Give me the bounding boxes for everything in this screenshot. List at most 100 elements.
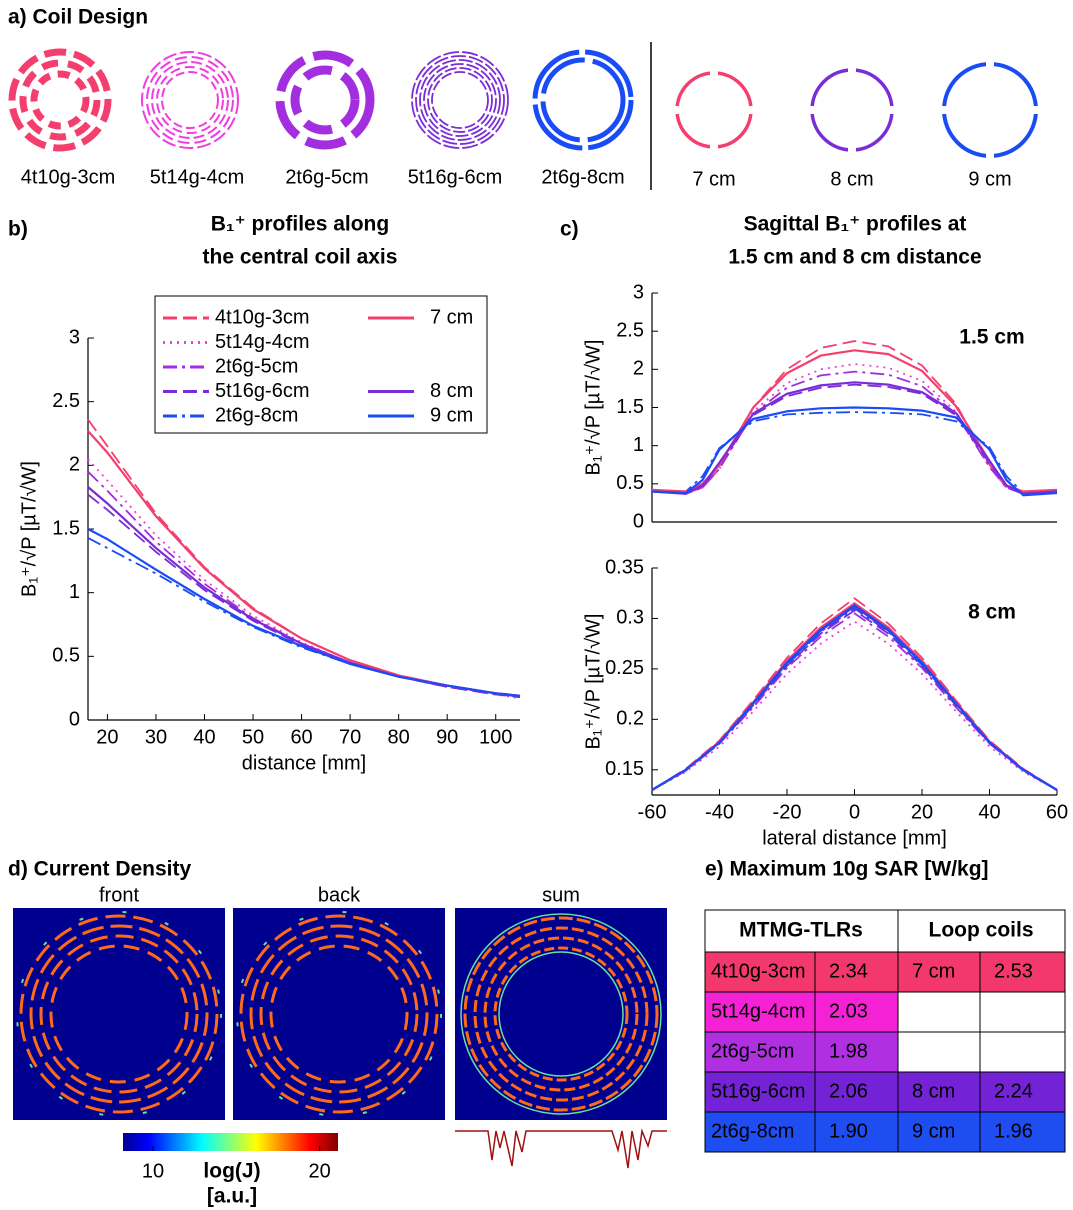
table-header: MTMG-TLRs bbox=[739, 919, 863, 942]
table-header: Loop coils bbox=[929, 919, 1034, 942]
table-cell-text: 9 cm bbox=[912, 1120, 955, 1142]
series-line bbox=[651, 604, 1058, 791]
coil-label: 5t14g-4cm bbox=[150, 166, 245, 188]
view-label: sum bbox=[542, 884, 580, 906]
y-tick-label: 0.35 bbox=[605, 556, 644, 578]
colorbar-tick-label: 20 bbox=[309, 1160, 331, 1182]
x-tick-label: 60 bbox=[1046, 801, 1068, 823]
series-line bbox=[651, 363, 1058, 495]
x-tick-label: 70 bbox=[339, 726, 361, 748]
series-line bbox=[87, 418, 521, 697]
x-tick-label: 20 bbox=[96, 726, 118, 748]
table-cell-text: 4t10g-3cm bbox=[711, 960, 806, 982]
loop-label: 7 cm bbox=[692, 168, 735, 190]
x-tick-label: -40 bbox=[705, 801, 734, 823]
chart-title: 1.5 cm and 8 cm distance bbox=[728, 246, 981, 269]
series-line bbox=[652, 411, 1058, 494]
legend-label: 5t14g-4cm bbox=[215, 331, 310, 353]
view-label: back bbox=[318, 884, 361, 906]
loop-label: 9 cm bbox=[968, 168, 1011, 190]
series-line bbox=[651, 406, 1058, 497]
y-tick-label: 1.5 bbox=[52, 517, 80, 539]
table-cell bbox=[704, 1111, 816, 1153]
panel-label: c) bbox=[560, 218, 579, 241]
panel-title: e) Maximum 10g SAR [W/kg] bbox=[705, 858, 989, 881]
y-tick-label: 0.15 bbox=[605, 758, 644, 780]
x-tick-label: 60 bbox=[290, 726, 312, 748]
colorbar-tick-label: 10 bbox=[142, 1160, 164, 1182]
coil-label: 2t6g-8cm bbox=[541, 166, 624, 188]
table-cell bbox=[979, 951, 1066, 993]
x-tick-label: 90 bbox=[436, 726, 458, 748]
current-density-maps bbox=[13, 908, 667, 1169]
table-header-cell bbox=[897, 909, 1066, 953]
y-tick-label: 2 bbox=[633, 358, 644, 380]
table-cell bbox=[704, 1031, 816, 1073]
y-tick-label: 0 bbox=[633, 510, 644, 532]
table-cell-text: 1.90 bbox=[829, 1120, 868, 1142]
chart-title: B₁⁺ profiles along bbox=[211, 213, 389, 236]
legend-label: 5t16g-6cm bbox=[215, 380, 310, 402]
x-tick-label: 100 bbox=[479, 726, 512, 748]
series-line bbox=[87, 528, 521, 697]
y-tick-label: 0.25 bbox=[605, 657, 644, 679]
x-tick-label: 30 bbox=[145, 726, 167, 748]
series-line bbox=[87, 430, 521, 697]
panel-label: b) bbox=[8, 218, 28, 241]
chart-title: Sagittal B₁⁺ profiles at bbox=[744, 213, 967, 236]
table-cell bbox=[814, 1031, 899, 1073]
colorbar-unit: [a.u.] bbox=[207, 1185, 257, 1208]
table-cell-text: 2.24 bbox=[994, 1080, 1033, 1102]
y-tick-label: 3 bbox=[69, 326, 80, 348]
table-cell bbox=[979, 1111, 1066, 1153]
y-tick-label: 1 bbox=[633, 434, 644, 456]
table-cell-text: 5t16g-6cm bbox=[711, 1080, 806, 1102]
x-tick-label: -20 bbox=[773, 801, 802, 823]
table-cell bbox=[897, 1031, 981, 1073]
table-cell bbox=[897, 991, 981, 1033]
table-cell bbox=[814, 1111, 899, 1153]
colorbar-label: log(J) bbox=[203, 1160, 260, 1183]
table-cell-text: 7 cm bbox=[912, 960, 955, 982]
loop-label: 8 cm bbox=[830, 168, 873, 190]
x-tick-label: 50 bbox=[242, 726, 264, 748]
series-line bbox=[87, 486, 521, 697]
y-tick-label: 0.3 bbox=[616, 607, 644, 629]
y-axis-label: B₁⁺/√P [µT/√W] bbox=[582, 614, 604, 750]
panel-title: d) Current Density bbox=[8, 858, 192, 881]
annotation: 1.5 cm bbox=[959, 326, 1024, 349]
x-tick-label: 0 bbox=[849, 801, 860, 823]
y-tick-label: 0.5 bbox=[616, 472, 644, 494]
coil-icons bbox=[8, 42, 1041, 190]
series-line bbox=[651, 603, 1058, 791]
legend-label: 7 cm bbox=[430, 306, 473, 328]
chart-title: the central coil axis bbox=[203, 246, 398, 269]
x-axis-label: lateral distance [mm] bbox=[762, 827, 947, 849]
view-label: front bbox=[99, 884, 139, 906]
x-tick-label: 40 bbox=[193, 726, 215, 748]
table-cell bbox=[704, 951, 816, 993]
y-tick-label: 1 bbox=[69, 581, 80, 603]
table-cell bbox=[704, 1071, 816, 1113]
y-tick-label: 2.5 bbox=[616, 319, 644, 341]
table-cell-text: 2.03 bbox=[829, 1000, 868, 1022]
series-line bbox=[651, 607, 1058, 791]
coil-label: 5t16g-6cm bbox=[408, 166, 503, 188]
annotation: 8 cm bbox=[968, 601, 1016, 624]
x-tick-label: -60 bbox=[638, 801, 667, 823]
y-tick-label: 2.5 bbox=[52, 390, 80, 412]
series-line bbox=[651, 609, 1058, 791]
table-cell-text: 2t6g-8cm bbox=[711, 1120, 794, 1142]
table-cell-text: 2.34 bbox=[829, 960, 868, 982]
x-axis-label: distance [mm] bbox=[242, 752, 366, 774]
x-tick-label: 80 bbox=[388, 726, 410, 748]
table-cell-text: 2t6g-5cm bbox=[711, 1040, 794, 1062]
series-line bbox=[87, 471, 521, 698]
coil-label: 4t10g-3cm bbox=[21, 166, 116, 188]
y-tick-label: 0 bbox=[69, 708, 80, 730]
series-line bbox=[651, 381, 1058, 495]
series-line bbox=[87, 458, 521, 700]
table-cell bbox=[979, 1031, 1066, 1073]
table-cell-text: 1.98 bbox=[829, 1040, 868, 1062]
